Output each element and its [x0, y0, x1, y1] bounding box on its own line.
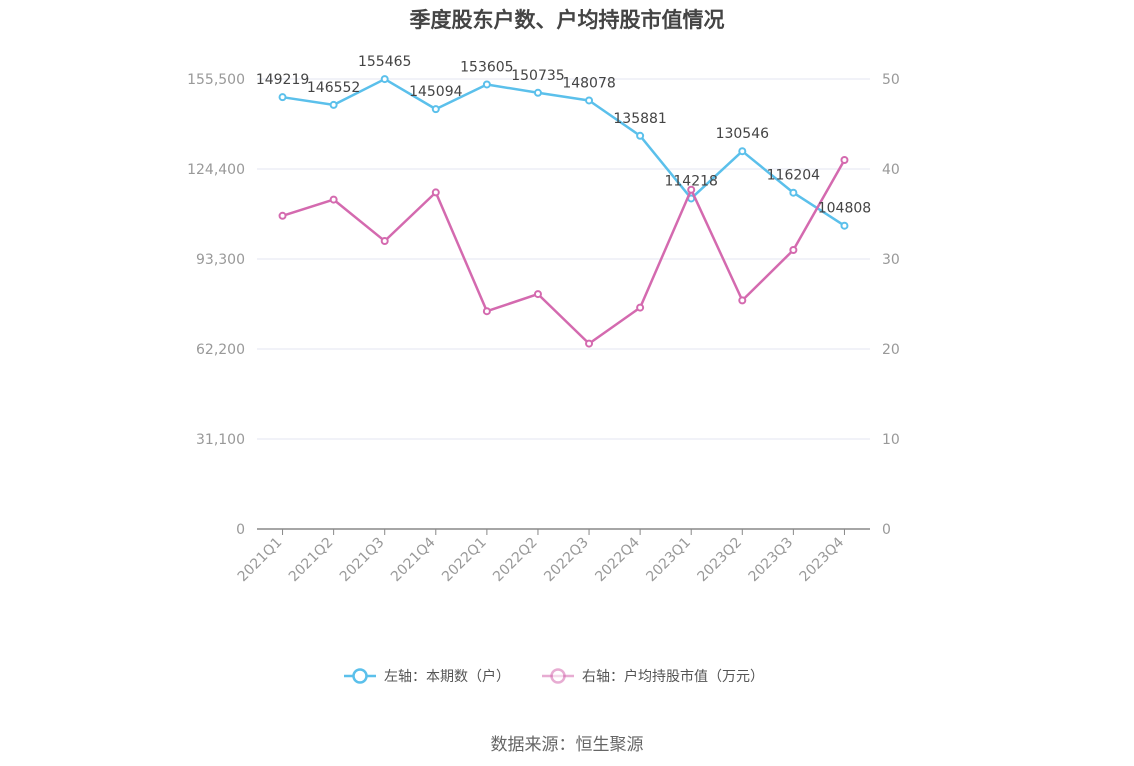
- left-series-point: [585, 96, 594, 105]
- right-series-point: [278, 211, 287, 220]
- y-right-tick-label: 40: [882, 162, 900, 178]
- y-left-tick-label: 62,200: [196, 342, 245, 358]
- legend-swatch-marker: [550, 668, 566, 684]
- data-label: 155465: [358, 54, 411, 70]
- left-series-point: [329, 100, 338, 109]
- right-series-point: [840, 156, 849, 164]
- legend: 左轴：本期数（户） 右轴：户均持股市值（万元）: [344, 668, 764, 685]
- left-series-point: [738, 147, 747, 156]
- y-right-tick-label: 30: [882, 252, 900, 268]
- right-series-point: [789, 246, 798, 254]
- data-label: 130546: [716, 126, 770, 142]
- data-label: 145094: [409, 84, 463, 100]
- left-series-point: [840, 221, 849, 230]
- y-left-tick-label: 31,100: [196, 432, 245, 448]
- right-series-point: [482, 307, 491, 316]
- right-series-point: [585, 339, 594, 348]
- data-label: 104808: [818, 201, 871, 217]
- series-lines: [278, 75, 849, 348]
- x-tick-label: 2023Q3: [746, 535, 797, 586]
- left-series-point: [278, 93, 287, 102]
- data-label: 116204: [767, 168, 821, 184]
- y-right-tick-label: 0: [882, 522, 891, 538]
- y-right-tick-label: 50: [882, 72, 900, 88]
- left-series-point: [380, 75, 389, 84]
- left-series-point: [431, 105, 440, 114]
- data-label: 150735: [511, 68, 564, 84]
- x-tick-label: 2021Q2: [286, 535, 337, 586]
- right-series-point: [329, 195, 338, 204]
- y-left-tick-label: 124,400: [187, 162, 245, 178]
- left-series-line: [282, 77, 846, 227]
- left-series-point: [636, 131, 645, 140]
- x-tick-label: 2023Q1: [643, 535, 694, 586]
- y-right-tick-label: 10: [882, 432, 900, 448]
- y-left-tick-label: 155,500: [187, 72, 245, 88]
- y-left-tick-label: 93,300: [196, 252, 245, 268]
- left-series-point: [482, 80, 491, 89]
- legend-label: 左轴：本期数（户）: [384, 668, 510, 685]
- x-tick-label: 2023Q2: [695, 535, 746, 586]
- x-tick-label: 2022Q4: [592, 534, 643, 585]
- legend-swatch-marker: [352, 668, 368, 684]
- x-tick-label: 2021Q3: [337, 535, 388, 586]
- x-tick-label: 2021Q1: [235, 535, 286, 586]
- data-label: 146552: [307, 80, 360, 96]
- data-label: 135881: [613, 111, 666, 127]
- right-series-point: [533, 290, 542, 299]
- axes: 0 31,100 62,200 93,300 124,400 155,500 0 10 20 30…: [187, 72, 900, 585]
- right-series-point: [636, 303, 645, 312]
- x-tick-label: 2021Q4: [388, 534, 439, 585]
- source-note: 数据来源：恒生聚源: [490, 735, 644, 755]
- x-tick-label: 2022Q3: [541, 535, 592, 586]
- right-series-line: [282, 159, 846, 345]
- data-label: 149219: [256, 72, 309, 88]
- x-tick-label: 2022Q1: [439, 535, 490, 586]
- x-tick-label: 2022Q2: [490, 535, 541, 586]
- legend-label: 右轴：户均持股市值（万元）: [582, 668, 764, 685]
- right-series-point: [687, 185, 696, 194]
- right-series-point: [431, 188, 440, 197]
- left-series-point: [533, 88, 542, 97]
- data-label: 148078: [562, 75, 615, 91]
- right-series-point: [380, 237, 389, 245]
- grid-lines: [257, 78, 870, 440]
- right-series-point: [738, 296, 747, 305]
- y-left-tick-label: 0: [236, 522, 245, 538]
- data-label: 153605: [460, 59, 513, 75]
- data-label: 114218: [664, 173, 717, 189]
- left-series-point: [789, 188, 798, 197]
- y-right-tick-label: 20: [882, 342, 900, 358]
- chart-title: 季度股东户数、户均持股市值情况: [409, 8, 725, 32]
- x-tick-label: 2023Q4: [797, 534, 848, 585]
